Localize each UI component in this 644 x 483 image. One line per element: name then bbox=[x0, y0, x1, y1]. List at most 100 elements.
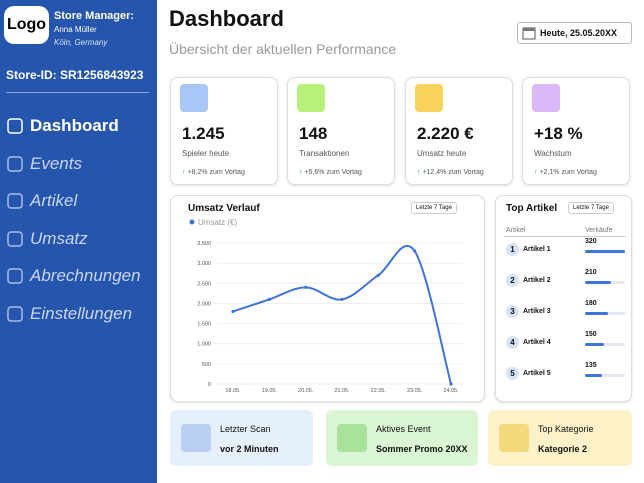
sales-value: 150 bbox=[585, 331, 597, 338]
kpi-label: Transaktionen bbox=[299, 149, 350, 158]
y-tick-label: 2.000 bbox=[197, 301, 211, 307]
col-header: Artikel bbox=[506, 227, 526, 234]
nav-icon bbox=[7, 230, 23, 247]
info-icon bbox=[181, 424, 211, 452]
arrow-icon: ↑ bbox=[182, 169, 188, 176]
rank-badge: 2 bbox=[506, 274, 519, 287]
kpi-change-row: ↑ +8,2% zum Vortag bbox=[182, 169, 245, 176]
article-name: Artikel 4 bbox=[523, 339, 551, 346]
nav-label: Abrechnungen bbox=[30, 266, 141, 285]
rank-badge: 5 bbox=[506, 367, 519, 380]
calendar-icon bbox=[522, 27, 536, 40]
kpi-change: +2,1% zum Vortag bbox=[539, 169, 597, 176]
x-tick-label: 18.05. bbox=[225, 388, 241, 394]
article-name: Artikel 3 bbox=[523, 308, 551, 315]
divider bbox=[504, 236, 626, 237]
top-filter[interactable]: Letzte 7 Tage bbox=[568, 202, 614, 214]
page-subtitle: Übersicht der aktuellen Performance bbox=[169, 41, 397, 57]
nav-label: Umsatz bbox=[30, 228, 88, 248]
y-tick-label: 3.000 bbox=[197, 261, 211, 267]
y-tick-label: 500 bbox=[202, 362, 211, 368]
kpi-change-row: ↑ +5,6% zum Vortag bbox=[299, 169, 362, 176]
nav-icon bbox=[7, 155, 23, 172]
divider bbox=[6, 92, 149, 93]
info-title: Top Kategorie bbox=[538, 424, 594, 434]
icon-shape bbox=[7, 305, 23, 322]
info-title: Letzter Scan bbox=[220, 424, 271, 434]
sidebar: Logo Store Manager: Anna Müller Köln, Ge… bbox=[0, 0, 157, 483]
logo: Logo bbox=[4, 6, 49, 44]
sales-value: 320 bbox=[585, 238, 597, 245]
kpi-change-row: ↑ +12,4% zum Vortag bbox=[417, 169, 484, 176]
point bbox=[413, 249, 417, 253]
y-tick-label: 0 bbox=[208, 382, 211, 388]
sales-value: 180 bbox=[585, 300, 597, 307]
rank-badge: 4 bbox=[506, 336, 519, 349]
info-icon bbox=[337, 424, 367, 452]
x-tick-label: 22.05. bbox=[371, 388, 387, 394]
top-title: Top Artikel bbox=[506, 203, 558, 214]
kpi-icon bbox=[297, 84, 325, 112]
info-value: Sommer Promo 20XX bbox=[376, 444, 468, 454]
store-id: Store-ID: SR1256843923 bbox=[6, 68, 144, 82]
kpi-value: +18 % bbox=[534, 124, 583, 143]
nav-item[interactable]: Dashboard bbox=[6, 116, 119, 136]
info-title: Aktives Event bbox=[376, 424, 431, 434]
y-tick-label: 3.500 bbox=[197, 241, 211, 247]
x-tick-label: 20.05. bbox=[298, 388, 314, 394]
nav-item[interactable]: Abrechnungen bbox=[6, 266, 141, 286]
sales-bar bbox=[585, 374, 602, 377]
icon-shape bbox=[7, 268, 23, 284]
kpi-card: 1.245 Spieler heute ↑ +8,2% zum Vortag bbox=[170, 77, 278, 185]
x-tick-label: 24.05. bbox=[443, 388, 459, 394]
date-button[interactable]: Heute, 25.05.20XX bbox=[517, 22, 632, 44]
kpi-card: 148 Transaktionen ↑ +5,6% zum Vortag bbox=[287, 77, 395, 185]
info-value: Kategorie 2 bbox=[538, 444, 588, 454]
icon-shape bbox=[7, 118, 23, 134]
nav-icon bbox=[7, 305, 23, 322]
y-tick-label: 2.500 bbox=[197, 281, 211, 287]
x-tick-label: 19.05. bbox=[262, 388, 278, 394]
nav-item[interactable]: Umsatz bbox=[6, 229, 88, 249]
legend-label: Umsatz (€) bbox=[198, 218, 237, 227]
y-tick-label: 1.500 bbox=[197, 322, 211, 328]
line-series bbox=[232, 244, 452, 385]
icon-shape bbox=[7, 230, 23, 247]
kpi-label: Wachstum bbox=[534, 149, 572, 158]
kpi-change: +8,2% zum Vortag bbox=[187, 169, 245, 176]
point bbox=[376, 273, 380, 277]
x-tick-label: 21.05. bbox=[334, 388, 350, 394]
sales-bar bbox=[585, 312, 608, 315]
info-icon bbox=[499, 424, 529, 452]
arrow-icon: ↑ bbox=[299, 169, 305, 176]
top-articles-card: Top Artikel Letzte 7 Tage Artikel Verkäu… bbox=[495, 195, 632, 402]
manager-title: Store Manager: bbox=[54, 10, 135, 22]
nav-item[interactable]: Artikel bbox=[6, 191, 77, 211]
icon-shape bbox=[7, 155, 23, 172]
article-name: Artikel 2 bbox=[523, 277, 551, 284]
x-tick-label: 23.05. bbox=[407, 388, 423, 394]
chart-filter[interactable]: Letzte 7 Tage bbox=[411, 202, 457, 214]
manager-name: Anna Müller bbox=[54, 25, 97, 34]
info-value: vor 2 Minuten bbox=[220, 444, 279, 454]
nav-icon bbox=[7, 193, 23, 209]
nav-icon bbox=[7, 268, 23, 284]
nav-item[interactable]: Events bbox=[6, 154, 82, 174]
arrow-icon: ↑ bbox=[534, 169, 540, 176]
point bbox=[304, 285, 308, 289]
info-card: Top Kategorie Kategorie 2 bbox=[488, 410, 632, 466]
kpi-card: +18 % Wachstum ↑ +2,1% zum Vortag bbox=[522, 77, 630, 185]
info-card: Letzter Scan vor 2 Minuten bbox=[170, 410, 313, 466]
sales-value: 135 bbox=[585, 362, 597, 369]
kpi-value: 148 bbox=[299, 124, 328, 143]
point bbox=[267, 297, 271, 301]
nav-label: Events bbox=[30, 153, 82, 173]
kpi-card: 2.220 € Umsatz heute ↑ +12,4% zum Vortag bbox=[405, 77, 513, 185]
kpi-label: Umsatz heute bbox=[417, 149, 467, 158]
kpi-change-row: ↑ +2,1% zum Vortag bbox=[534, 169, 597, 176]
nav-item[interactable]: Einstellungen bbox=[6, 304, 132, 324]
sales-bar bbox=[585, 281, 612, 284]
bar-track bbox=[585, 343, 625, 346]
rank-badge: 1 bbox=[506, 243, 519, 256]
